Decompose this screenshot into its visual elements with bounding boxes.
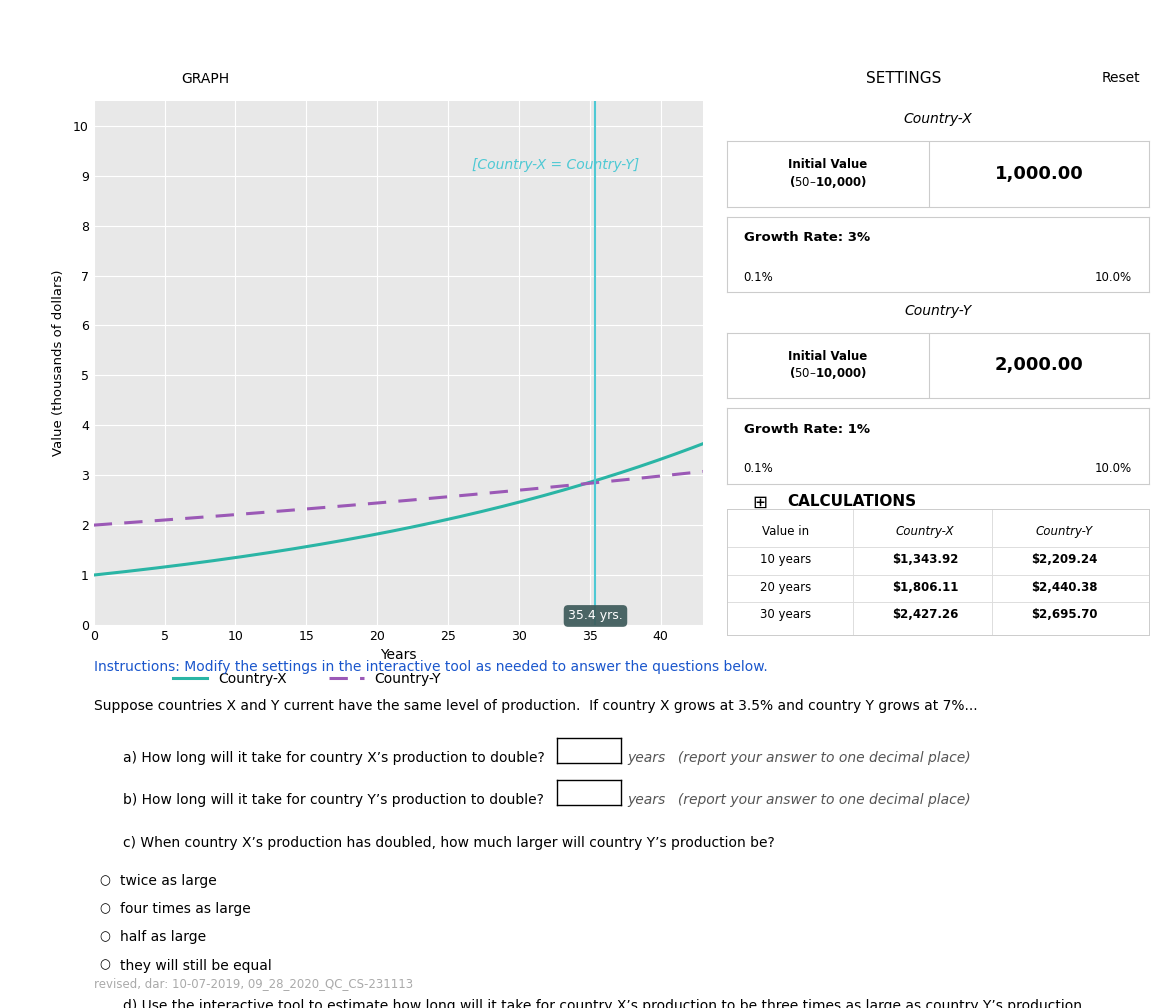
Text: four times as large: four times as large xyxy=(120,902,251,916)
Text: ○: ○ xyxy=(100,874,110,887)
Text: years    (report your answer to one decimal place): years (report your answer to one decimal… xyxy=(627,793,970,807)
Text: ⊞: ⊞ xyxy=(752,494,768,512)
Text: Suppose countries X and Y current have the same level of production.  If country: Suppose countries X and Y current have t… xyxy=(94,699,977,713)
Text: $1,806.11: $1,806.11 xyxy=(892,581,959,594)
Text: 20 years: 20 years xyxy=(761,581,811,594)
Text: ○: ○ xyxy=(100,902,110,915)
Text: 30 years: 30 years xyxy=(761,609,811,621)
Text: b) How long will it take for country Y’s production to double?: b) How long will it take for country Y’s… xyxy=(123,793,544,807)
Text: SETTINGS: SETTINGS xyxy=(866,71,941,86)
Text: 35.4 yrs.: 35.4 yrs. xyxy=(568,610,622,623)
Text: [Country-X = Country-Y]: [Country-X = Country-Y] xyxy=(471,158,639,172)
Text: d) Use the interactive tool to estimate how long will it take for country X’s pr: d) Use the interactive tool to estimate … xyxy=(123,999,1086,1008)
Text: Initial Value
($50 – $10,000): Initial Value ($50 – $10,000) xyxy=(789,350,867,381)
Text: ○: ○ xyxy=(100,930,110,943)
Text: c) When country X’s production has doubled, how much larger will country Y’s pro: c) When country X’s production has doubl… xyxy=(123,836,775,850)
Text: half as large: half as large xyxy=(120,930,205,944)
Y-axis label: Value (thousands of dollars): Value (thousands of dollars) xyxy=(52,269,64,457)
Text: 0.1%: 0.1% xyxy=(743,271,774,283)
Text: Value in: Value in xyxy=(762,525,810,538)
Text: Initial Value
($50 – $10,000): Initial Value ($50 – $10,000) xyxy=(789,158,867,190)
Text: Growth Rate: 1%: Growth Rate: 1% xyxy=(743,423,870,435)
X-axis label: Years: Years xyxy=(380,648,417,662)
Text: a) How long will it take for country X’s production to double?: a) How long will it take for country X’s… xyxy=(123,751,545,765)
Text: 10.0%: 10.0% xyxy=(1095,463,1132,475)
Text: they will still be equal: they will still be equal xyxy=(120,959,271,973)
Text: Country-Y: Country-Y xyxy=(904,303,972,318)
Text: $1,343.92: $1,343.92 xyxy=(892,553,959,565)
Text: GRAPH: GRAPH xyxy=(180,72,230,86)
Text: Country-X: Country-X xyxy=(895,525,954,538)
Text: revised, dar: 10-07-2019, 09_28_2020_QC_CS-231113: revised, dar: 10-07-2019, 09_28_2020_QC_… xyxy=(94,977,413,990)
Text: twice as large: twice as large xyxy=(120,874,217,888)
Text: 1,000.00: 1,000.00 xyxy=(995,165,1083,182)
Text: $2,427.26: $2,427.26 xyxy=(892,609,959,621)
Text: $2,440.38: $2,440.38 xyxy=(1031,581,1097,594)
Text: 10.0%: 10.0% xyxy=(1095,271,1132,283)
Text: 2,000.00: 2,000.00 xyxy=(995,357,1083,374)
Text: $2,209.24: $2,209.24 xyxy=(1031,553,1097,565)
Text: years    (report your answer to one decimal place): years (report your answer to one decimal… xyxy=(627,751,970,765)
Text: $2,695.70: $2,695.70 xyxy=(1031,609,1097,621)
Text: Country-Y: Country-Y xyxy=(1036,525,1092,538)
Text: 10 years: 10 years xyxy=(761,553,811,565)
Legend: Country-X, Country-Y: Country-X, Country-Y xyxy=(168,666,447,691)
Text: ○: ○ xyxy=(100,959,110,972)
Text: 0.1%: 0.1% xyxy=(743,463,774,475)
Text: Growth Rate: 3%: Growth Rate: 3% xyxy=(743,232,870,244)
Text: Country-X: Country-X xyxy=(904,112,972,126)
Text: Reset: Reset xyxy=(1102,71,1140,85)
Text: Instructions: Modify the settings in the interactive tool as needed to answer th: Instructions: Modify the settings in the… xyxy=(94,660,768,674)
Text: CALCULATIONS: CALCULATIONS xyxy=(788,494,917,509)
